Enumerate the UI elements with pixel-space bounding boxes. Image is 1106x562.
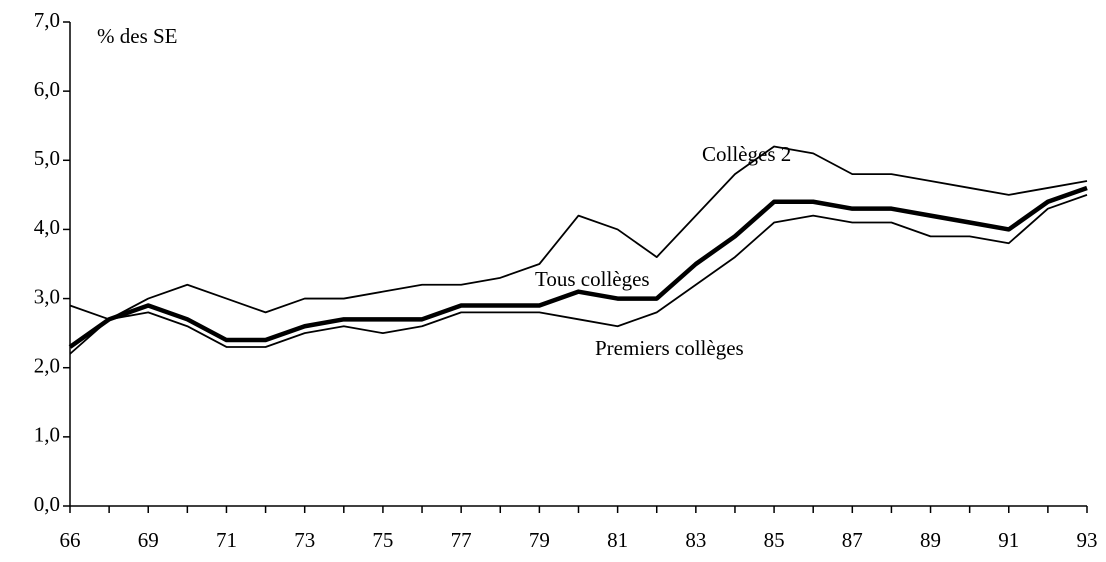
x-tick-label: 75 <box>372 528 393 552</box>
x-tick-label: 71 <box>216 528 237 552</box>
x-tick-label: 79 <box>529 528 550 552</box>
y-tick-label: 6,0 <box>34 77 60 101</box>
x-tick-label: 89 <box>920 528 941 552</box>
x-tick-label: 87 <box>842 528 863 552</box>
x-tick-label: 81 <box>607 528 628 552</box>
x-tick-label: 83 <box>685 528 706 552</box>
x-tick-label: 73 <box>294 528 315 552</box>
x-tick-label: 91 <box>998 528 1019 552</box>
y-tick-label: 4,0 <box>34 215 60 239</box>
series-label: Collèges 2 <box>702 142 791 166</box>
x-tick-label: 93 <box>1077 528 1098 552</box>
series-label: Premiers collèges <box>595 336 744 360</box>
x-tick-label: 77 <box>451 528 472 552</box>
series-line <box>68 185 1088 349</box>
x-tick-label: 85 <box>764 528 785 552</box>
x-tick-label: 69 <box>138 528 159 552</box>
y-tick-label: 7,0 <box>34 8 60 32</box>
x-tick-label: 66 <box>60 528 81 552</box>
series-label: Tous collèges <box>535 267 650 291</box>
series-line <box>69 194 1088 355</box>
series-line <box>69 145 1088 321</box>
y-tick-label: 1,0 <box>34 423 60 447</box>
y-tick-label: 3,0 <box>34 284 60 308</box>
y-tick-label: 5,0 <box>34 146 60 170</box>
y-tick-label: 0,0 <box>34 492 60 516</box>
y-axis-label: % des SE <box>97 24 178 48</box>
y-tick-label: 2,0 <box>34 354 60 378</box>
